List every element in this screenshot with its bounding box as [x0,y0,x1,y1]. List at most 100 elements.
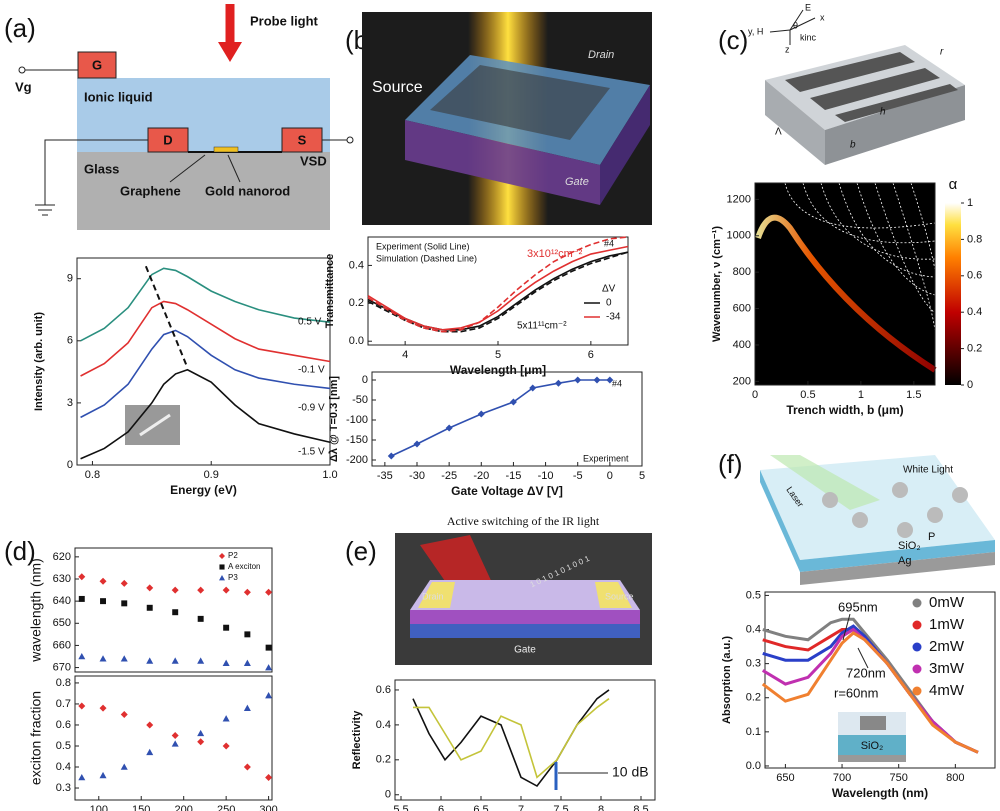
panel-label: (f) [718,449,743,479]
plot-frame [754,182,936,386]
wire [44,139,148,205]
label: VSD [300,153,327,168]
legend-label: A exciton [228,562,260,571]
y-tick-label: 620 [53,551,71,563]
x-tick-label: 0.8 [85,469,100,481]
x-tick-label: 5 [495,349,501,361]
device-render-f [760,455,995,585]
x-tick-label: 6 [438,804,444,811]
y-axis-label: exciton fraction [28,691,44,785]
label: Vg [15,79,32,94]
disk [952,487,968,503]
marker [121,600,128,607]
y-tick-label: 0.4 [349,259,364,271]
colorbar-tick-label: 0.2 [967,343,982,355]
label: kinc [800,32,817,42]
x-tick-label: -10 [538,470,554,482]
pointer [227,154,241,183]
legend-label: 0 [606,298,612,309]
marker [219,564,225,570]
marker [243,588,251,596]
legend-label: 3mW [929,660,965,677]
y-tick-label: 1000 [727,230,751,242]
x-tick-label: 7 [518,804,524,811]
label: E [805,2,811,12]
marker [146,721,154,729]
y-tick-label: 0 [385,789,391,801]
x-tick-label: 150 [132,804,150,811]
y-tick-label: 0.5 [746,589,761,601]
drain-pad [418,582,455,608]
x-tick-label: -20 [473,470,489,482]
marker [413,440,421,448]
x-tick-label: -15 [505,470,521,482]
label: S [298,132,307,147]
series-line [80,267,331,342]
annotation-arrow [857,647,869,669]
x-axis-label: Wavelength [μm] [450,363,546,377]
marker [222,742,230,750]
y-tick-label: 3 [67,397,73,409]
slab-top [410,580,640,610]
x-tick-label: 5.5 [393,804,408,811]
series-line [367,245,629,331]
label: Ag [898,555,911,567]
x-tick-label: -30 [409,470,425,482]
marker [197,657,205,664]
marker [593,376,601,384]
disk [852,512,868,528]
label: Gate [565,176,589,188]
probe-arrow-head [218,42,242,62]
y-axis-label: Absorption (a.u.) [721,636,733,724]
ag-layer [800,552,995,585]
legend-label: P3 [228,573,238,582]
graphene-sheet [430,65,610,140]
marker [78,595,85,602]
x-tick-label: -35 [377,470,393,482]
annotation: Simulation (Dashed Line) [376,253,477,263]
annotation: 10 dB [612,764,649,780]
series-line [761,631,979,754]
x-tick-label: 6.5 [473,804,488,811]
legend-label: 1mW [929,616,965,633]
inset-rod [139,413,171,437]
y-tick-label: 1200 [727,193,751,205]
trench [785,52,915,92]
marker [912,664,922,674]
y-tick-label: -100 [346,414,368,426]
marker [529,384,537,392]
label: Drain [422,591,444,601]
legend-label: 0mW [929,594,965,611]
inset-sio2 [838,735,906,755]
plot-frame [74,675,273,801]
marker [912,598,922,608]
marker [78,653,86,660]
label: z [785,44,790,54]
marker [78,573,86,581]
axis-arrow [789,9,804,31]
x-tick-label: 200 [175,804,193,811]
marker [222,715,230,722]
marker [197,729,205,737]
label: Gold nanorod [205,183,290,198]
label: Glass [84,161,119,176]
series-line [413,698,610,779]
y-tick-label: 650 [53,617,71,629]
colorbar-tick-label: 0 [967,379,973,391]
slab-end [600,85,650,205]
y-tick-label: 0.4 [746,623,761,635]
y-tick-label: 600 [733,302,751,314]
inset-f [838,712,906,762]
inset-disk [860,716,886,730]
y-axis-label: Δλ @ T=0.3 [nm] [328,376,340,463]
y-tick-label: 0.8 [56,677,71,689]
marker [243,704,251,711]
panel-label: (d) [4,536,36,566]
label: Source [372,79,423,96]
slab-side [405,120,600,205]
device-render-b [362,12,652,225]
marker [574,376,582,384]
side-face [765,80,825,165]
y-tick-label: 9 [67,273,73,285]
y-tick-label: 0.7 [56,698,71,710]
